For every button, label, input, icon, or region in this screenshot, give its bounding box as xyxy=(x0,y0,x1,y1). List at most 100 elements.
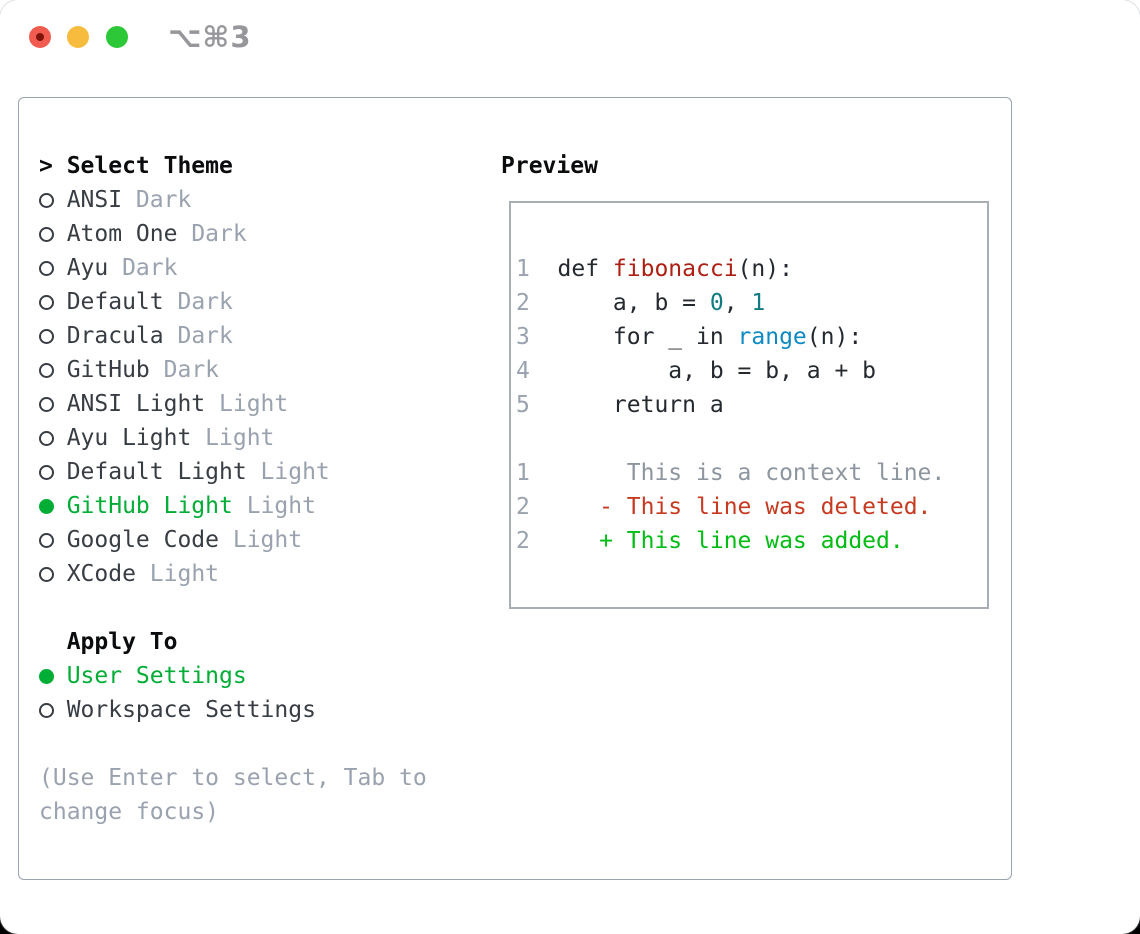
code-token: fibonacci xyxy=(612,256,738,282)
radio-icon xyxy=(39,397,54,412)
theme-option-label: Default Light xyxy=(66,459,247,485)
theme-variant-label: Dark xyxy=(191,221,247,247)
code-content: return a xyxy=(558,392,724,418)
theme-variant-label: Light xyxy=(205,425,275,451)
code-token: a, b = xyxy=(557,290,710,316)
theme-option[interactable]: GitHub Dark xyxy=(39,353,479,387)
code-line: 1 def fibonacci(n): xyxy=(516,252,987,286)
section-gap xyxy=(39,591,479,625)
theme-option-label: ANSI xyxy=(66,187,123,213)
apply-to-title: Apply To xyxy=(66,629,178,655)
code-line: 4 a, b = b, a + b xyxy=(516,354,987,388)
theme-option[interactable]: XCode Light xyxy=(39,557,479,591)
line-number: 1 xyxy=(516,256,530,282)
theme-option-label: Ayu xyxy=(66,255,109,281)
code-content: a, b = b, a + b xyxy=(557,358,877,384)
diff-text: This line was added. xyxy=(626,528,904,554)
theme-variant-label: Light xyxy=(149,561,220,587)
code-line: 5 return a xyxy=(516,388,987,422)
traffic-light-minimize-button[interactable] xyxy=(67,26,89,48)
theme-option[interactable]: Default Light Light xyxy=(39,455,479,489)
apply-option-label: Workspace Settings xyxy=(66,697,316,723)
code-token: def xyxy=(557,256,613,282)
line-number: 4 xyxy=(516,358,530,384)
theme-option[interactable]: Dracula Dark xyxy=(39,319,479,353)
diff-text: This line was deleted. xyxy=(626,494,932,520)
radio-icon xyxy=(39,227,54,242)
code-token: (n): xyxy=(806,324,863,350)
code-content: a, b = 0, 1 xyxy=(557,290,766,316)
diff-line-added: 2 + This line was added. xyxy=(516,524,987,558)
code-token: for _ in xyxy=(557,324,738,350)
preview-title: Preview xyxy=(501,153,598,179)
theme-option-label: GitHub xyxy=(66,357,150,383)
apply-option[interactable]: Workspace Settings xyxy=(39,693,479,727)
radio-icon xyxy=(39,567,54,582)
code-line: 3 for _ in range(n): xyxy=(516,320,987,354)
theme-option[interactable]: Google Code Light xyxy=(39,523,479,557)
theme-option[interactable]: Atom One Dark xyxy=(39,217,479,251)
theme-option[interactable]: Ayu Light Light xyxy=(39,421,479,455)
theme-option-label: XCode xyxy=(66,561,136,587)
line-number: 1 xyxy=(516,460,530,486)
radio-icon xyxy=(39,533,54,548)
radio-icon xyxy=(39,703,54,718)
selected-radio-icon xyxy=(39,669,54,684)
line-number: 5 xyxy=(516,392,530,418)
titlebar: ⌥⌘3 xyxy=(0,0,1140,70)
theme-variant-label: Light xyxy=(232,527,303,553)
diff-marker: + xyxy=(599,528,613,554)
radio-icon xyxy=(39,261,54,276)
code-token: (n): xyxy=(737,256,793,282)
select-theme-title: Select Theme xyxy=(66,153,233,179)
code-line: 2 a, b = 0, 1 xyxy=(516,286,987,320)
preview-header: Preview xyxy=(501,149,1001,183)
diff-line-deleted: 2 - This line was deleted. xyxy=(516,490,987,524)
theme-option[interactable]: Default Dark xyxy=(39,285,479,319)
theme-option[interactable]: ANSI Dark xyxy=(39,183,479,217)
blank-row xyxy=(516,422,987,456)
code-token: return a xyxy=(557,392,724,418)
traffic-light-zoom-button[interactable] xyxy=(106,26,128,48)
radio-icon xyxy=(39,465,54,480)
theme-option[interactable]: Ayu Dark xyxy=(39,251,479,285)
diff-preview: 1 This is a context line. 2 - This line was … xyxy=(516,456,987,558)
theme-variant-label: Dark xyxy=(163,357,220,383)
apply-option[interactable]: User Settings xyxy=(39,659,479,693)
code-token: a, b = b, a + b xyxy=(557,358,877,384)
window-title: ⌥⌘3 xyxy=(168,20,252,54)
apply-to-options-list: User Settings Workspace Settings xyxy=(39,659,479,727)
radio-icon xyxy=(39,329,54,344)
code-token: 1 xyxy=(751,290,766,316)
traffic-light-close-button[interactable] xyxy=(29,26,51,48)
theme-list-column: > Select Theme ANSI Dark Atom One Dark Ayu Dar… xyxy=(39,149,479,829)
line-number: 2 xyxy=(516,528,530,554)
theme-option-label: Ayu Light xyxy=(66,425,192,451)
line-number: 2 xyxy=(516,290,530,316)
diff-text: This is a context line. xyxy=(626,460,946,486)
hint-text: (Use Enter to select, Tab to change focu… xyxy=(39,765,427,825)
code-token: range xyxy=(737,324,807,350)
line-number: 2 xyxy=(516,494,530,520)
radio-icon xyxy=(39,363,54,378)
unsaved-dot-icon xyxy=(36,33,44,41)
code-token: 0 xyxy=(709,290,724,316)
theme-option[interactable]: GitHub Light Light xyxy=(39,489,479,523)
theme-options-list: ANSI Dark Atom One Dark Ayu Dark Default Dark Dr… xyxy=(39,183,479,591)
theme-option[interactable]: ANSI Light Light xyxy=(39,387,479,421)
code-content: def fibonacci(n): xyxy=(558,256,793,282)
line-number: 3 xyxy=(516,324,530,350)
select-theme-header: > Select Theme xyxy=(39,149,479,183)
theme-variant-label: Dark xyxy=(177,289,233,315)
theme-option-label: Default xyxy=(66,289,164,315)
apply-to-header: Apply To xyxy=(39,625,479,659)
theme-option-label: ANSI Light xyxy=(66,391,206,417)
theme-variant-label: Light xyxy=(219,391,289,417)
theme-variant-label: Dark xyxy=(177,323,233,349)
theme-variant-label: Light xyxy=(246,493,316,519)
theme-variant-label: Dark xyxy=(135,187,192,213)
